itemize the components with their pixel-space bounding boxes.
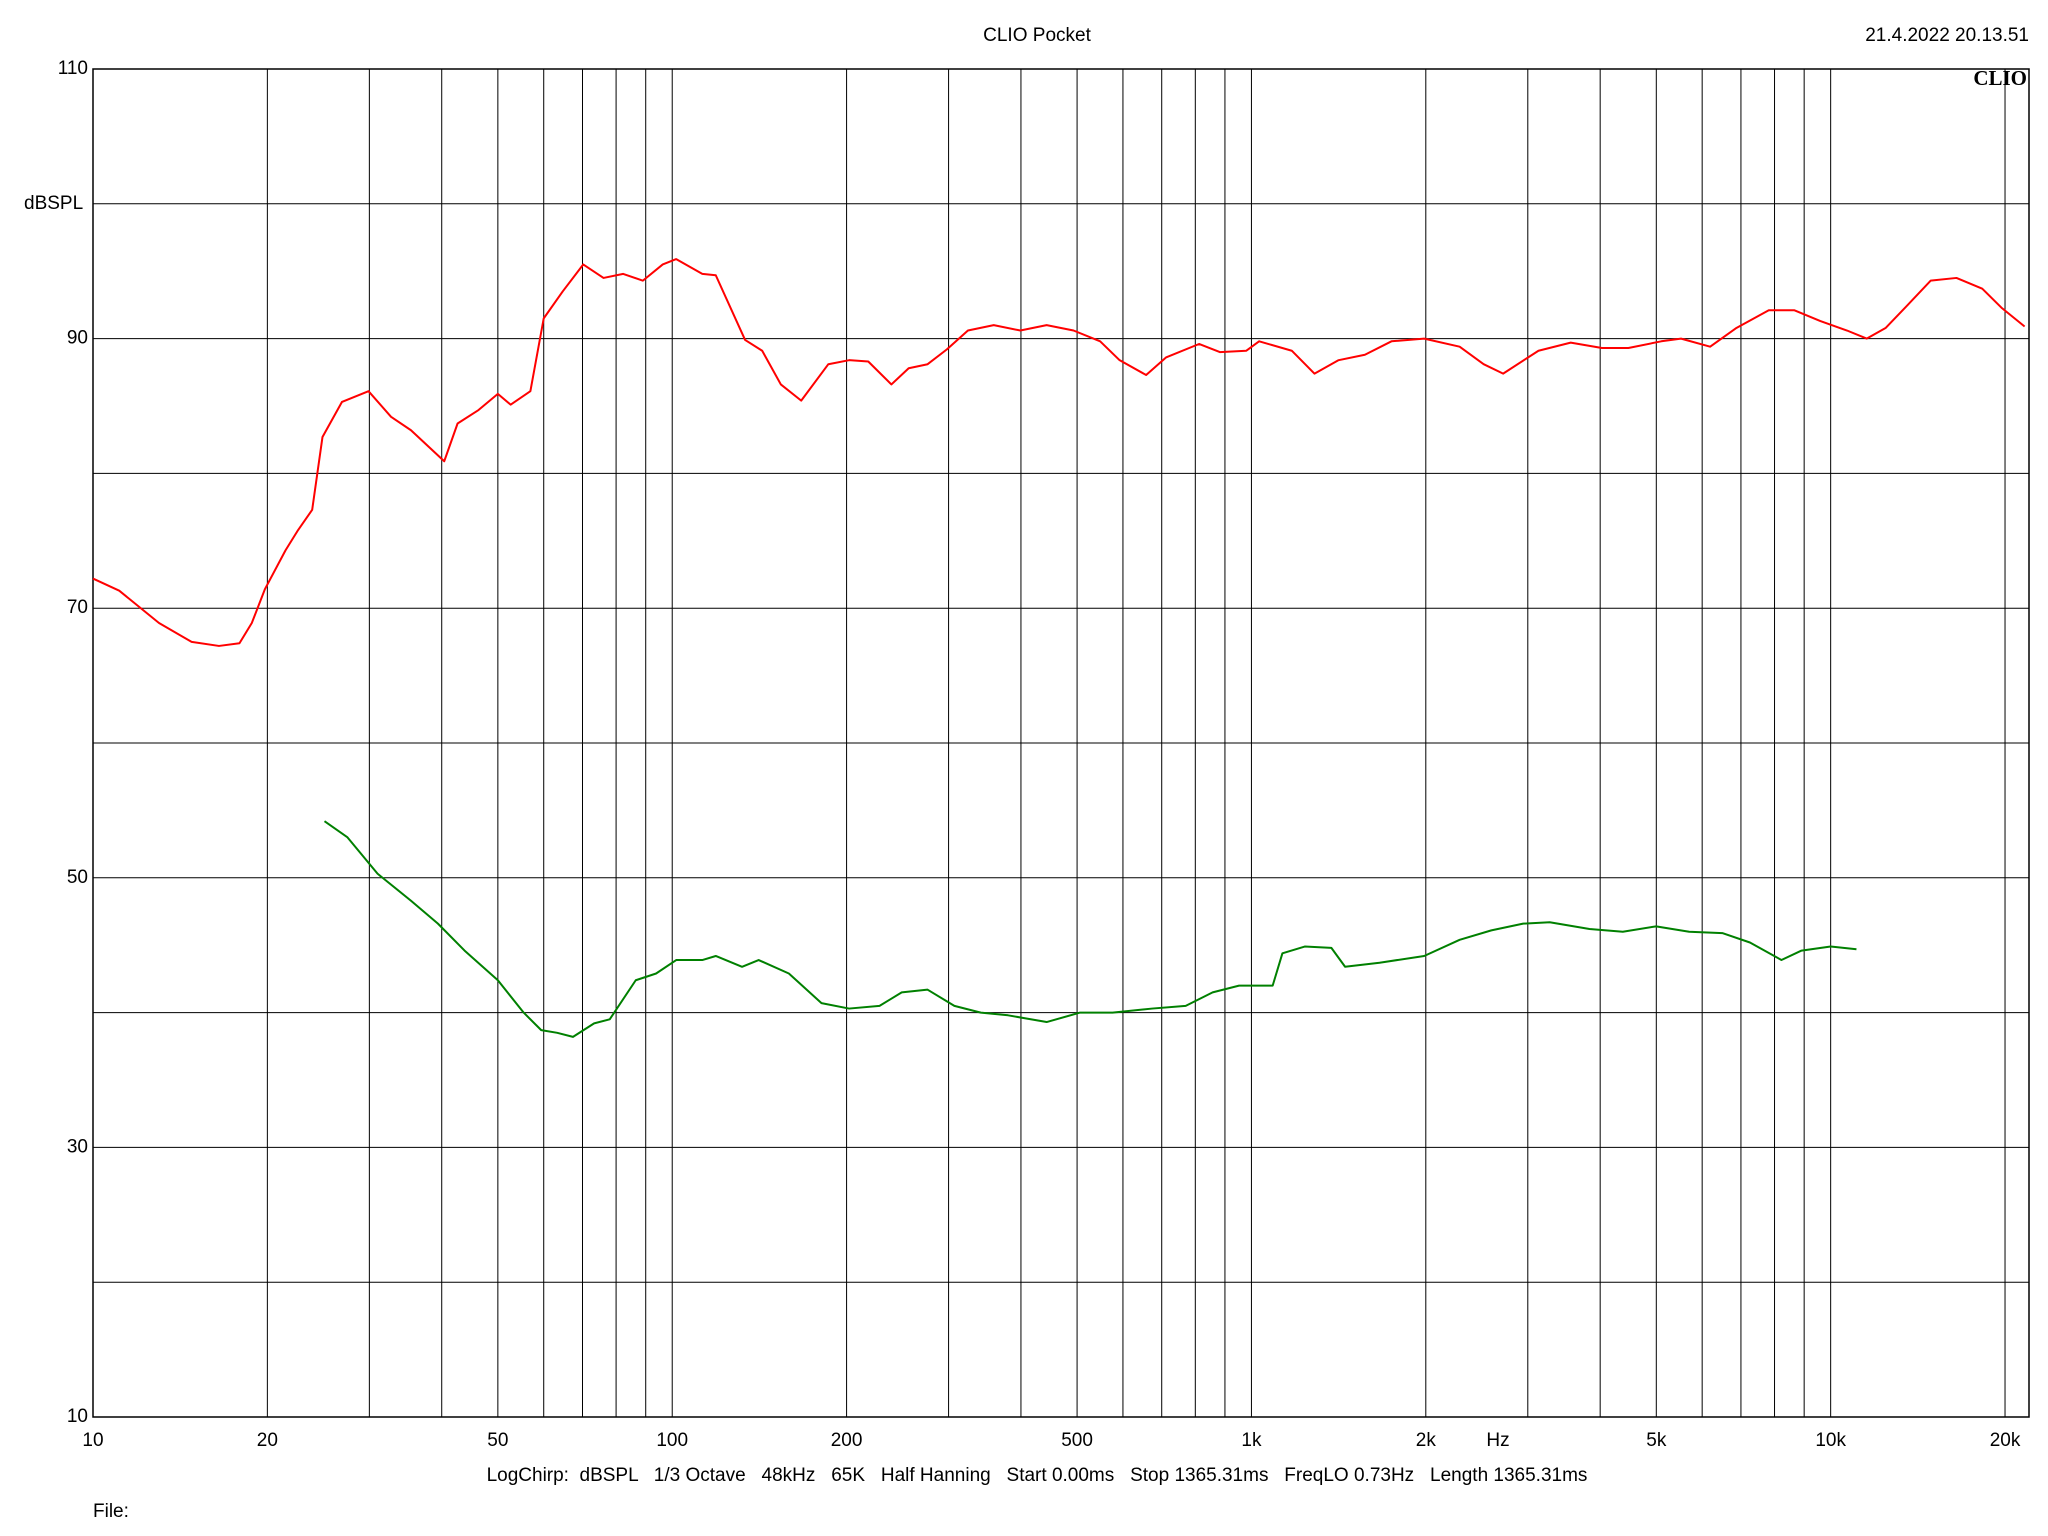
y-axis-label: dBSPL bbox=[24, 193, 83, 214]
x-tick-label: 10k bbox=[1815, 1430, 1846, 1451]
x-tick-label: 50 bbox=[487, 1430, 508, 1451]
x-tick-label: 2k bbox=[1416, 1430, 1437, 1451]
x-tick-label: 10 bbox=[82, 1430, 103, 1451]
plot-frame bbox=[92, 68, 2030, 1418]
data-line bbox=[323, 820, 1857, 1038]
logo: CLIO bbox=[1973, 66, 2027, 90]
x-tick-label: 200 bbox=[831, 1430, 863, 1451]
x-tick-label: 5k bbox=[1646, 1430, 1667, 1451]
y-tick-label: 70 bbox=[67, 597, 88, 618]
timestamp: 21.4.2022 20.13.51 bbox=[1865, 25, 2029, 46]
data-line bbox=[92, 258, 2026, 647]
x-tick-label: 500 bbox=[1061, 1430, 1093, 1451]
y-tick-label: 110 bbox=[58, 58, 88, 79]
x-tick-label: 20 bbox=[257, 1430, 278, 1451]
x-unit-label: Hz bbox=[1486, 1430, 1509, 1451]
x-tick-label: 20k bbox=[1990, 1430, 2021, 1451]
chart-title: CLIO Pocket bbox=[983, 25, 1091, 46]
y-tick-label: 90 bbox=[67, 328, 88, 349]
x-tick-label: 1k bbox=[1241, 1430, 1262, 1451]
file-label: File: bbox=[93, 1501, 129, 1522]
y-tick-label: 10 bbox=[67, 1406, 88, 1427]
footer: LogChirp: dBSPL 1/3 Octave 48kHz 65K Hal… bbox=[487, 1465, 1588, 1486]
x-tick-label: 100 bbox=[656, 1430, 688, 1451]
y-tick-label: 50 bbox=[67, 867, 88, 888]
y-tick-label: 30 bbox=[67, 1136, 88, 1157]
